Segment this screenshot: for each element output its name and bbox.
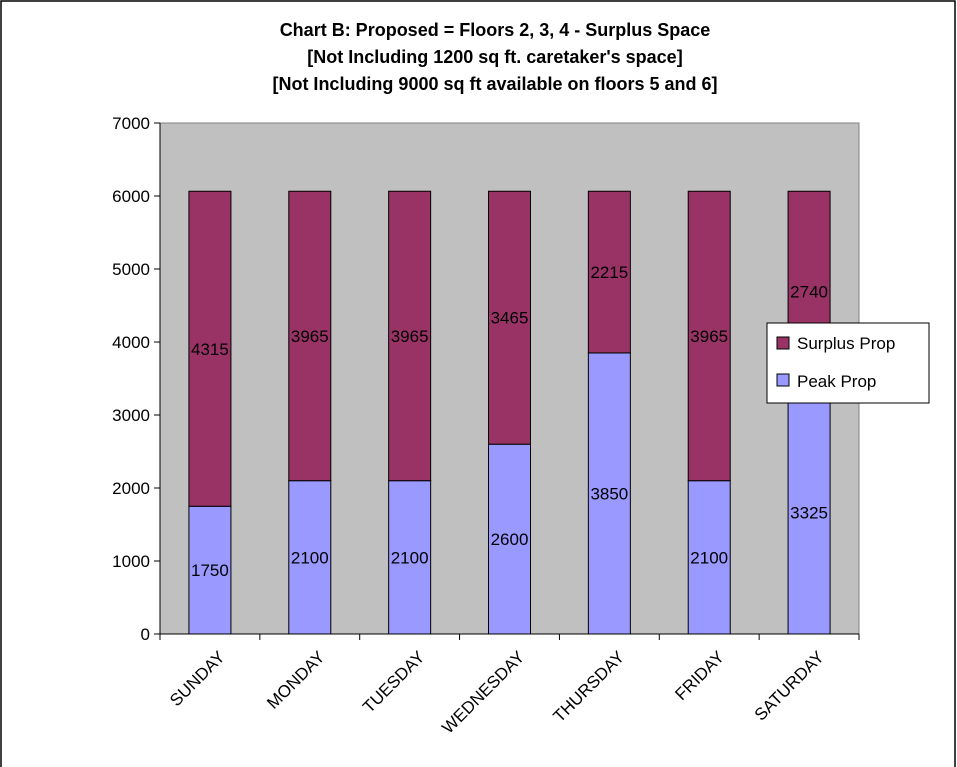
bar-surplus-prop-monday [288,190,332,482]
y-tick-label: 7000 [112,114,150,133]
chart-title-line-2: [Not Including 1200 sq ft. caretaker's s… [307,47,682,67]
data-label-surplus-prop-wednesday: 3465 [491,309,529,328]
chart-title-line-3: [Not Including 9000 sq ft available on f… [272,74,717,94]
data-label-surplus-prop-monday: 3965 [291,327,329,346]
bar-peak-prop-friday [687,480,731,635]
data-label-surplus-prop-thursday: 2215 [590,263,628,282]
bar-surplus-prop-wednesday [488,190,531,445]
y-tick-label: 5000 [112,260,150,279]
y-tick-label: 1000 [112,552,150,571]
bar-peak-prop-monday [288,480,332,635]
chart-title-line-1: Chart B: Proposed = Floors 2, 3, 4 - Sur… [280,20,711,40]
data-labels: 1750 4315 2100 3965 2100 3965 2600 3465 3850 2215… [191,263,828,580]
y-tick-label: 6000 [112,187,150,206]
y-tick-label: 4000 [112,333,150,352]
bar-surplus-prop-sunday [188,190,232,507]
y-tick-label: 2000 [112,479,150,498]
data-label-surplus-prop-sunday: 4315 [191,340,229,359]
chart-title: Chart B: Proposed = Floors 2, 3, 4 - Sur… [272,20,717,94]
bar-peak-prop-sunday [188,505,232,635]
y-tick-label: 3000 [112,406,150,425]
data-label-surplus-prop-saturday: 2740 [790,282,828,301]
y-axis: 0 1000 2000 3000 4000 5000 6000 7000 [112,114,161,644]
data-label-peak-prop-tuesday: 2100 [391,548,429,567]
legend-label-surplus-prop: Surplus Prop [797,334,895,353]
data-label-peak-prop-wednesday: 2600 [491,530,529,549]
bar-peak-prop-tuesday [388,480,432,635]
bar-surplus-prop-tuesday [388,190,432,482]
data-label-surplus-prop-tuesday: 3965 [391,327,429,346]
legend-label-peak-prop: Peak Prop [797,372,876,391]
bar-surplus-prop-friday [687,190,731,482]
bar-peak-prop-thursday [587,352,631,635]
bar-peak-prop-saturday [787,390,831,635]
bars [188,190,831,635]
data-label-peak-prop-thursday: 3850 [590,484,628,503]
legend: Surplus Prop Peak Prop [766,322,930,404]
bar-surplus-prop-thursday [587,190,631,354]
data-label-peak-prop-saturday: 3325 [790,504,828,523]
data-label-peak-prop-friday: 2100 [690,548,728,567]
legend-swatch-surplus-prop [776,336,790,350]
legend-box [766,322,930,404]
y-tick-label: 0 [141,625,150,644]
data-label-peak-prop-sunday: 1750 [191,561,229,580]
data-label-surplus-prop-friday: 3965 [690,327,728,346]
data-label-peak-prop-monday: 2100 [291,548,329,567]
legend-swatch-peak-prop [776,373,790,387]
bar-peak-prop-wednesday [488,443,531,635]
